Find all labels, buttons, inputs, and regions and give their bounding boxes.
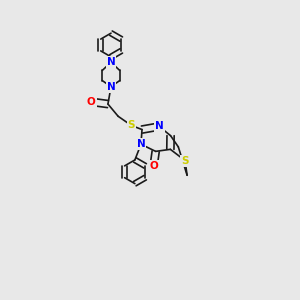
Text: S: S bbox=[128, 121, 135, 130]
Text: N: N bbox=[106, 82, 116, 92]
Text: S: S bbox=[181, 156, 189, 166]
Text: N: N bbox=[136, 139, 146, 149]
Text: O: O bbox=[149, 161, 158, 171]
Text: N: N bbox=[106, 57, 116, 67]
Text: N: N bbox=[155, 122, 164, 131]
Text: O: O bbox=[87, 97, 95, 107]
